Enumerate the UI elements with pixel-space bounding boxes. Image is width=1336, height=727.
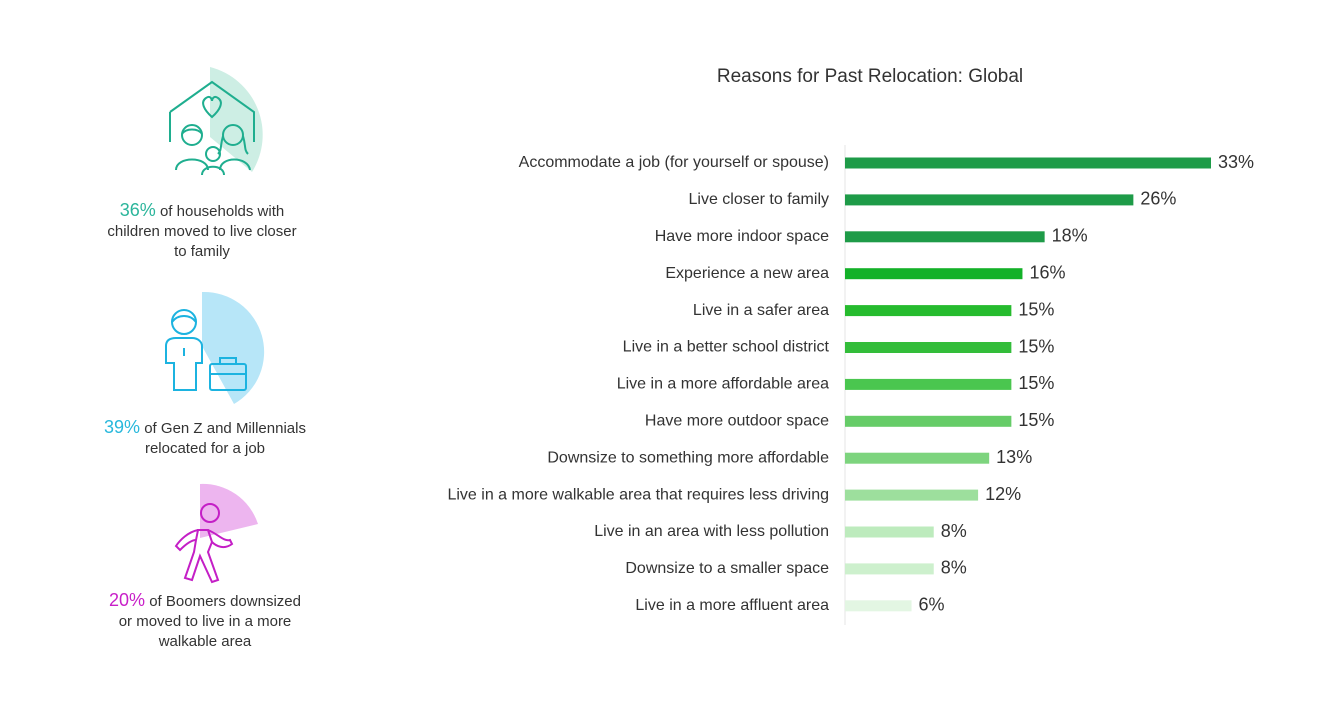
bar (845, 452, 990, 464)
bar (845, 305, 1012, 317)
bar-value-label: 16% (1029, 262, 1065, 282)
left-panel: 36% of households with children moved to… (0, 0, 400, 727)
bar-value-label: 15% (1018, 336, 1054, 356)
family-house-icon (160, 62, 290, 187)
bar-category-label: Accommodate a job (for yourself or spous… (519, 154, 829, 171)
bar-value-label: 8% (941, 521, 967, 541)
bar-category-label: Live in a better school district (623, 339, 830, 356)
stat-boomers-text-1: of Boomers downsized (149, 593, 301, 610)
stat-boomers-text-2: or moved to live in a more (118, 613, 292, 630)
bar-value-label: 15% (1018, 373, 1054, 393)
bar (845, 489, 979, 501)
bar-value-label: 33% (1218, 152, 1254, 172)
bar-category-label: Live in a more affluent area (635, 597, 829, 614)
bar (845, 415, 1012, 427)
bar (845, 563, 934, 575)
bar-category-label: Live in a more walkable area that requir… (447, 486, 829, 503)
stat-genz: 39% of Gen Z and Millennials relocated f… (80, 417, 330, 459)
bar (845, 526, 934, 538)
bar-value-label: 12% (985, 484, 1021, 504)
bar-value-label: 15% (1018, 299, 1054, 319)
bar-category-label: Downsize to a smaller space (625, 560, 829, 577)
stat-households-text-2: children moved to live closer (107, 223, 297, 240)
bar-category-label: Live closer to family (689, 191, 830, 208)
stat-genz-percent: 39% (104, 417, 141, 437)
chart-title: Reasons for Past Relocation: Global (716, 66, 1024, 87)
bar-category-label: Have more outdoor space (645, 413, 829, 430)
stat-boomers: 20% of Boomers downsized or moved to liv… (90, 590, 320, 652)
stat-genz-text-1: of Gen Z and Millennials (144, 420, 306, 437)
stat-households-percent: 36% (119, 200, 156, 220)
bar-category-label: Downsize to something more affordable (547, 449, 829, 466)
bar-category-label: Live in an area with less pollution (594, 523, 829, 540)
bar (845, 157, 1211, 169)
bar (845, 231, 1045, 243)
bar (845, 600, 912, 612)
bar-category-label: Live in a safer area (693, 302, 829, 319)
bar-value-label: 6% (919, 595, 945, 615)
bar-category-label: Have more indoor space (655, 228, 829, 245)
bar (845, 378, 1012, 390)
stat-genz-text-2: relocated for a job (144, 440, 266, 457)
stat-boomers-percent: 20% (109, 590, 146, 610)
bar-category-label: Live in a more affordable area (617, 376, 829, 393)
bar (845, 268, 1023, 280)
bar-value-label: 8% (941, 558, 967, 578)
bar-value-label: 15% (1018, 410, 1054, 430)
stat-households: 36% of households with children moved to… (92, 200, 312, 262)
worker-briefcase-icon (160, 288, 280, 413)
stat-boomers-text-3: walkable area (158, 633, 252, 650)
bar-value-label: 18% (1052, 226, 1088, 246)
stat-households-text-1: of households with (159, 203, 285, 220)
stat-households-text-3: to family (174, 243, 230, 260)
bar (845, 342, 1012, 353)
bar-value-label: 13% (996, 447, 1032, 467)
walking-person-icon (168, 480, 268, 595)
bar-category-label: Experience a new area (665, 265, 829, 282)
bar-value-label: 26% (1140, 189, 1176, 209)
bar (845, 194, 1134, 206)
